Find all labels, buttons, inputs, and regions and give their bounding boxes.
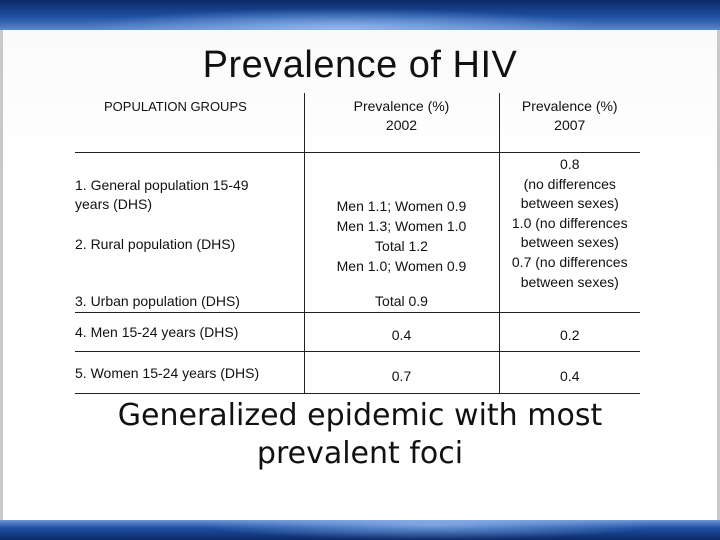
prevalence-table: POPULATION GROUPS Prevalence (%) 2002 Pr… (75, 93, 640, 394)
value-2002-general: Men 1.1; Women 0.9 (336, 198, 467, 214)
table-header-row: POPULATION GROUPS Prevalence (%) 2002 Pr… (75, 93, 640, 153)
value-2007-urban-note: between sexes) (520, 273, 619, 290)
value-2007-urban: 0.7 (no differences (511, 253, 628, 270)
bottom-decorative-band (0, 520, 720, 540)
groups-cell: 1. General population 15-49 years (DHS) … (75, 152, 305, 313)
value-2002-urban-a: Men 1.0; Women 0.9 (336, 258, 467, 274)
value-2002-rural-a: Men 1.3; Women 1.0 (336, 218, 467, 234)
prevalence-2002-cell: Men 1.1; Women 0.9 Men 1.3; Women 1.0 To… (304, 152, 500, 313)
table-row: 5. Women 15-24 years (DHS) 0.7 0.4 (75, 351, 640, 394)
value-2007-general: 0.8 (560, 156, 580, 172)
header-2007-line2: 2007 (554, 117, 586, 133)
value-2002-urban-b: Total 0.9 (375, 293, 428, 309)
group-1-line1: 1. General population 15-49 (75, 177, 249, 193)
header-2002-line2: 2002 (385, 117, 418, 133)
group-urban-population: 3. Urban population (DHS) (75, 293, 240, 309)
header-groups-label: POPULATION GROUPS (104, 99, 247, 114)
group-men-15-24: 4. Men 15-24 years (DHS) (75, 312, 305, 352)
table-row: 4. Men 15-24 years (DHS) 0.4 0.2 (75, 312, 640, 352)
subtitle-line-1: Generalized epidemic with most (117, 398, 603, 433)
value-2007-general-note-a: (no differences (523, 175, 616, 192)
slide-subtitle: Generalized epidemic with most prevalent… (60, 397, 660, 473)
group-general-population: 1. General population 15-49 years (DHS) (75, 176, 249, 214)
top-decorative-band (0, 0, 720, 30)
value-2007-rural: 1.0 (no differences (511, 214, 628, 231)
value-2007-general-note-b: between sexes) (520, 195, 619, 212)
subtitle-line-2: prevalent foci (256, 436, 464, 471)
header-2002-line1: Prevalence (%) (353, 98, 450, 114)
table-row: 1. General population 15-49 years (DHS) … (75, 152, 640, 313)
value-2002-women-15-24: 0.7 (304, 351, 500, 394)
group-women-15-24: 5. Women 15-24 years (DHS) (75, 351, 305, 394)
header-prevalence-2002: Prevalence (%) 2002 (304, 93, 500, 153)
value-2002-rural-b: Total 1.2 (375, 238, 428, 254)
value-2007-women-15-24: 0.4 (499, 351, 640, 394)
header-prevalence-2007: Prevalence (%) 2007 (499, 93, 640, 153)
group-rural-population: 2. Rural population (DHS) (75, 236, 236, 252)
value-2002-men-15-24: 0.4 (304, 312, 500, 352)
header-population-groups: POPULATION GROUPS (75, 93, 305, 153)
value-2007-rural-note: between sexes) (520, 234, 619, 251)
slide-title: Prevalence of HIV (202, 44, 518, 86)
group-1-line2: years (DHS) (75, 196, 153, 212)
prevalence-2007-cell: 0.8 (no differences between sexes) 1.0 (… (499, 152, 640, 313)
value-2007-men-15-24: 0.2 (499, 312, 640, 352)
header-2007-line1: Prevalence (%) (521, 98, 618, 114)
